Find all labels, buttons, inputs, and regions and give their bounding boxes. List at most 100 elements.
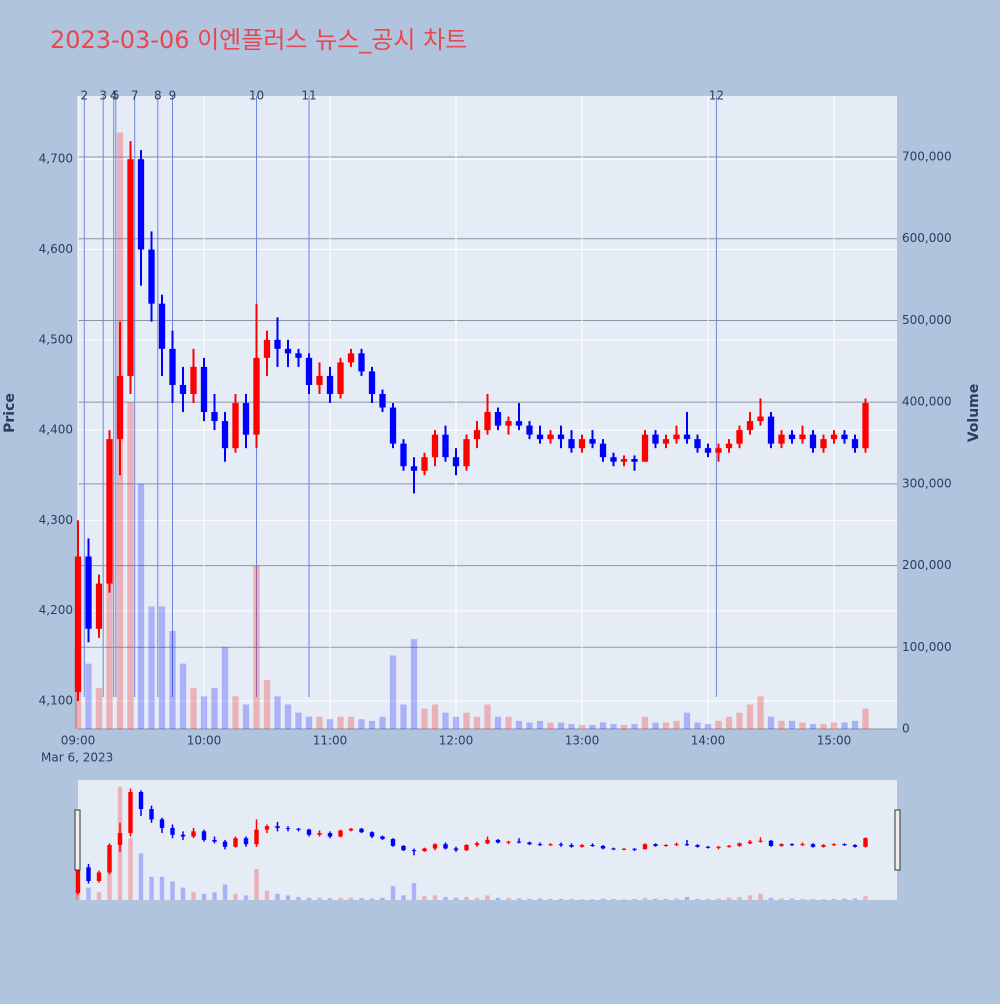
candle-body — [137, 159, 145, 250]
candle-body — [830, 434, 838, 440]
candle-body — [180, 834, 186, 837]
volume-bar — [233, 893, 238, 900]
candle-body — [410, 466, 418, 471]
candle-body — [431, 434, 439, 458]
volume-bar — [726, 897, 732, 900]
candle-body — [317, 833, 322, 835]
news-label: 3 — [99, 89, 107, 103]
candle-body — [841, 434, 848, 440]
candle-body — [505, 421, 512, 426]
candle-body — [725, 443, 733, 449]
volume-bar — [179, 663, 187, 729]
candle-body — [558, 844, 564, 846]
volume-bar — [95, 688, 103, 729]
candle-body — [506, 841, 511, 843]
y-tick-label: 4,500 — [39, 332, 73, 346]
candle-body — [316, 375, 323, 385]
volume-bar — [148, 606, 155, 729]
y-tick-label: 4,700 — [39, 152, 73, 166]
candle-body — [159, 819, 165, 828]
candle-body — [242, 403, 250, 435]
volume-bar — [652, 722, 659, 729]
volume-bar — [254, 869, 259, 900]
candle-body — [74, 556, 82, 692]
volume-bar — [536, 720, 544, 729]
x-tick-label: 12:00 — [439, 734, 474, 748]
volume-bar — [85, 663, 92, 729]
candle-body — [211, 412, 218, 422]
candle-body — [296, 828, 301, 830]
volume-bar — [495, 897, 501, 900]
volume-bar — [211, 688, 218, 729]
volume-bar — [401, 895, 406, 900]
candle-body — [694, 439, 701, 449]
volume-bar — [200, 696, 208, 729]
candle-body — [862, 403, 869, 449]
volume-bar — [736, 712, 743, 729]
candle-body — [788, 434, 796, 440]
volume-bar — [86, 887, 91, 900]
y-tick-label: 4,100 — [39, 694, 73, 708]
candle-body — [652, 434, 659, 444]
volume-bar — [170, 881, 175, 900]
volume-bar — [716, 898, 721, 900]
candle-body — [158, 303, 166, 349]
candle-body — [779, 844, 784, 846]
candle-body — [464, 845, 469, 851]
y2-axis-title: Volume — [966, 384, 982, 443]
range-handle[interactable] — [74, 809, 81, 871]
volume-bar — [358, 719, 365, 729]
candle-body — [852, 845, 858, 847]
volume-bar — [485, 895, 490, 900]
candle-body — [515, 421, 523, 426]
candle-body — [138, 791, 144, 810]
volume-bar — [589, 724, 596, 729]
chart-title: 2023-03-06 이엔플러스 뉴스_공시 차트 — [50, 26, 467, 54]
news-label: 4 — [110, 89, 118, 103]
candle-body — [632, 848, 637, 850]
candle-body — [243, 838, 249, 845]
candle-body — [799, 434, 806, 440]
candle-body — [285, 827, 291, 829]
candle-body — [653, 844, 658, 846]
candle-body — [463, 439, 470, 467]
candle-body — [809, 434, 817, 449]
volume-bar — [526, 722, 533, 729]
candle-body — [305, 357, 313, 385]
candle-body — [263, 339, 271, 358]
volume-bar — [789, 898, 795, 900]
candle-body — [200, 366, 208, 413]
volume-bar — [568, 724, 575, 729]
candle-body — [642, 844, 648, 850]
volume-bar — [663, 898, 669, 900]
volume-bar — [347, 716, 355, 729]
candle-body — [589, 439, 596, 444]
candle-body — [201, 831, 207, 840]
candle-body — [715, 448, 722, 453]
candle-body — [274, 339, 281, 349]
volume-bar — [106, 483, 113, 729]
volume-bar — [317, 897, 322, 900]
candle-body — [400, 443, 407, 467]
volume-bar — [684, 896, 690, 900]
candle-body — [569, 845, 574, 847]
volume-bar — [842, 898, 847, 900]
candle-body — [107, 845, 112, 873]
volume-bar — [253, 565, 260, 729]
candle-body — [117, 833, 123, 846]
volume-bar — [212, 892, 217, 900]
candle-body — [295, 353, 302, 358]
candle-body — [673, 434, 680, 440]
volume-bar — [326, 719, 334, 729]
volume-bar — [516, 898, 522, 900]
volume-bar — [275, 893, 280, 900]
x-tick-label: 15:00 — [817, 734, 852, 748]
candle-body — [264, 826, 270, 830]
volume-bar — [389, 655, 397, 729]
range-handle[interactable] — [894, 809, 901, 871]
volume-bar — [243, 895, 249, 900]
volume-bar — [274, 696, 281, 729]
volume-bar — [631, 724, 638, 729]
candle-body — [327, 833, 333, 837]
